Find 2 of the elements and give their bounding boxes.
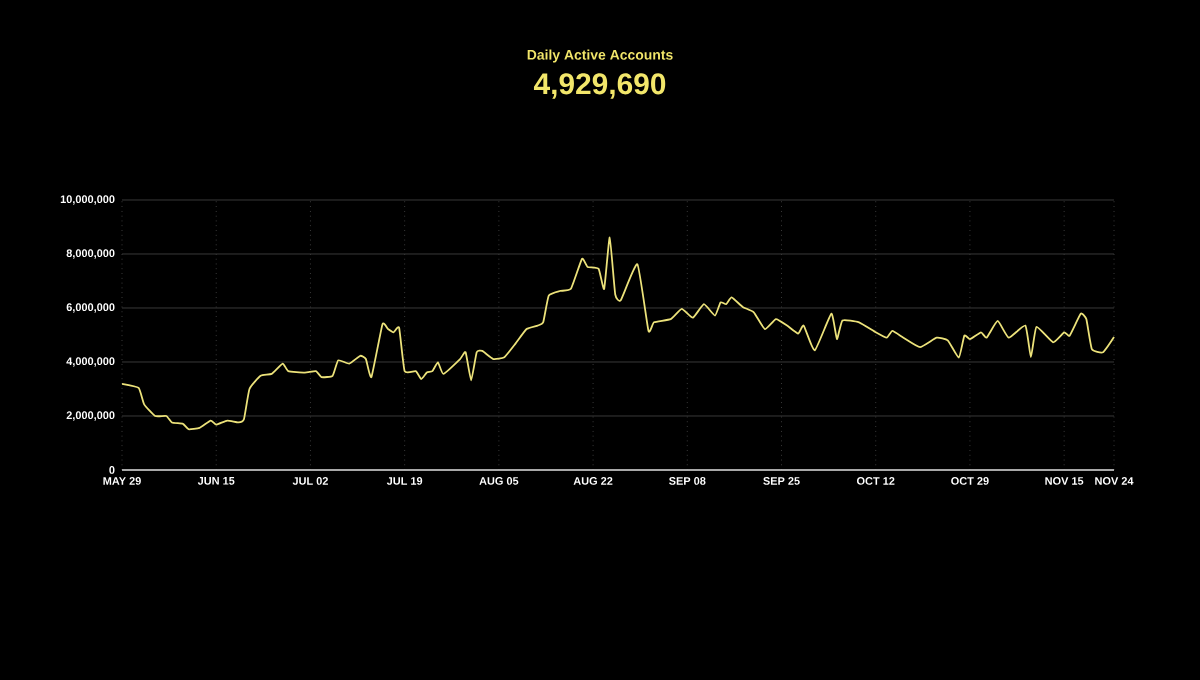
- line-series: [121, 236, 1115, 431]
- chart-subtitle: 4,929,690: [533, 73, 666, 99]
